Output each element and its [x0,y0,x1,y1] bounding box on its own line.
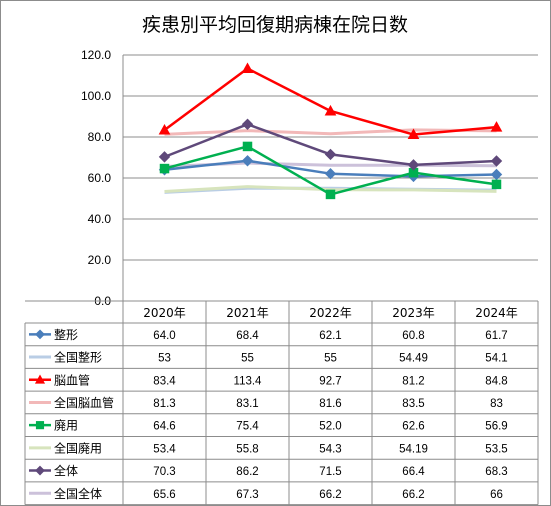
data-point [324,104,337,116]
data-label: 55 [324,353,337,365]
y-tick-label: 120.0 [81,48,111,62]
data-label: 83.5 [402,398,424,410]
category-label: 2022年 [309,306,352,320]
data-point [241,62,254,74]
category-label: 2023年 [392,306,435,320]
category-label: 2020年 [143,306,186,320]
legend-marker [35,465,45,476]
series-name: 全体 [54,463,78,478]
data-label: 56.9 [485,421,507,433]
data-point [241,155,254,167]
data-label: 66 [490,489,503,501]
data-label: 60.8 [402,330,424,342]
series-line [164,128,497,136]
y-tick-label: 100.0 [81,89,111,103]
data-label: 113.4 [234,375,263,387]
data-label: 54.3 [319,443,341,455]
data-label: 54.1 [485,353,507,365]
data-label: 83.1 [236,398,258,410]
data-label: 83.4 [153,375,176,387]
data-point [407,159,420,171]
data-label: 81.6 [319,398,341,410]
data-point [158,124,171,135]
data-label: 55.8 [236,443,258,455]
data-point [241,118,254,130]
series-name: 全国廃用 [54,440,102,455]
data-label: 84.8 [485,375,507,387]
data-label: 55 [241,353,254,365]
data-point [490,121,503,132]
data-point [490,155,503,167]
legend-marker [35,329,45,340]
data-label: 53.4 [153,443,176,455]
data-point [491,179,502,190]
data-label: 61.7 [485,330,507,342]
data-point [490,168,503,181]
chart-title: 疾患別平均回復期病棟在院日数 [142,14,408,36]
y-tick-label: 20.0 [88,253,112,267]
data-point [158,151,171,163]
data-label: 71.5 [319,466,341,478]
data-label: 75.4 [236,421,259,433]
data-label: 54.19 [399,443,428,455]
y-tick-label: 80.0 [88,130,112,144]
data-label: 68.3 [485,466,507,478]
data-label: 81.3 [153,398,175,410]
category-label: 2024年 [475,306,518,320]
legend-marker [35,421,45,430]
data-label: 68.4 [236,330,259,342]
series-name: 廃用 [54,418,78,433]
data-point [324,148,337,161]
series-name: 脳血管 [54,372,90,387]
data-point [242,141,253,152]
data-label: 65.6 [153,489,175,501]
data-point [324,167,337,180]
data-label: 53.5 [485,443,507,455]
data-label: 64.6 [153,421,175,433]
data-point [407,128,420,140]
series-name: 全国脳血管 [54,395,114,410]
y-tick-label: 40.0 [88,212,112,226]
data-label: 66.4 [402,466,425,478]
data-label: 86.2 [236,466,258,478]
y-tick-label: 60.0 [88,171,112,185]
data-label: 70.3 [153,466,175,478]
series-name: 全国全体 [54,486,102,501]
data-label: 62.6 [402,421,424,433]
data-label: 64.0 [153,330,175,342]
legend-marker [34,374,46,384]
data-label: 62.1 [319,330,341,342]
series-name: 全国整形 [54,350,102,365]
data-point [159,163,170,174]
data-point [325,189,336,200]
data-label: 92.7 [319,375,341,387]
data-label: 67.3 [236,489,258,501]
data-label: 52.0 [319,421,341,433]
data-label: 81.2 [402,375,424,387]
data-label: 83 [490,398,503,410]
data-label: 66.2 [319,489,341,501]
data-label: 54.49 [399,353,428,365]
data-label: 66.2 [402,489,424,501]
category-label: 2021年 [226,306,269,320]
data-label: 53 [158,353,171,365]
series-line [163,67,497,136]
series-name: 整形 [54,327,78,342]
